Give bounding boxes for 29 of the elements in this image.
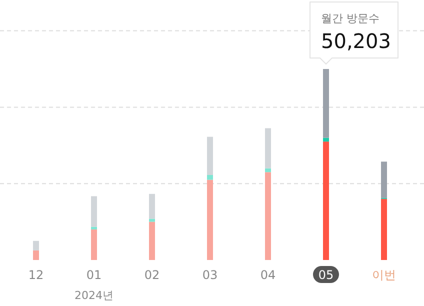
x-tick-label: 이번 — [372, 268, 396, 282]
x-tick-label: 05 — [318, 268, 334, 282]
bar — [323, 69, 329, 138]
bar — [149, 218, 155, 222]
bar — [91, 196, 97, 227]
bar — [323, 142, 329, 260]
bar — [265, 172, 271, 260]
bar — [207, 136, 213, 176]
text: 월간 방문수 — [321, 12, 380, 25]
bar — [381, 198, 387, 260]
bar — [323, 138, 329, 142]
text: 50,203 — [321, 29, 391, 53]
x-tick-label: 02 — [144, 268, 160, 282]
bar — [207, 180, 213, 260]
bar — [381, 162, 387, 198]
bar — [207, 175, 213, 180]
bar — [33, 250, 39, 260]
x-tick-label: 01 — [86, 268, 102, 282]
bar — [33, 240, 39, 250]
bar — [91, 229, 97, 260]
x-tick-label: 04 — [260, 268, 276, 282]
bar — [149, 194, 155, 219]
text: 2024년 — [74, 289, 114, 302]
bar — [91, 226, 97, 230]
bar — [149, 222, 155, 260]
x-tick-label: 12 — [28, 268, 44, 282]
x-tick-label: 03 — [202, 268, 218, 282]
bar — [265, 128, 271, 168]
bar — [265, 168, 271, 172]
